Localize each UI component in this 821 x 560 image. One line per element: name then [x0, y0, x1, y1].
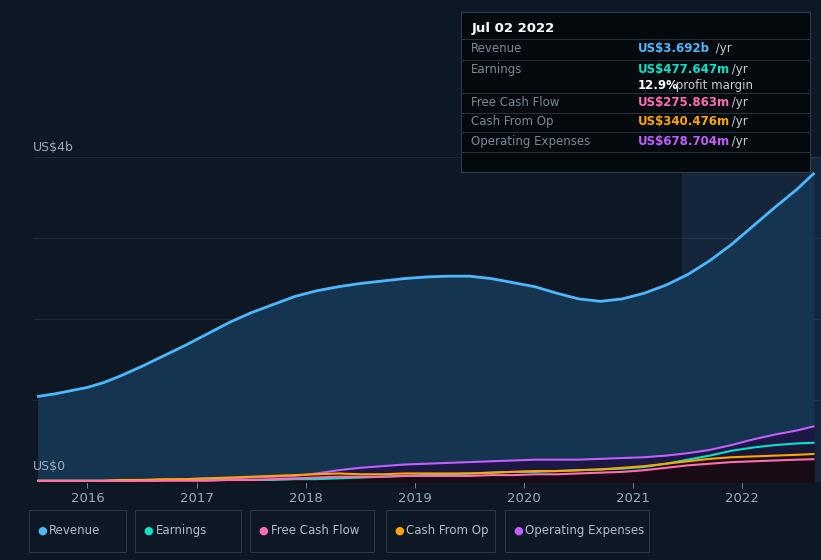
Text: /yr: /yr	[728, 115, 748, 128]
Text: Revenue: Revenue	[49, 524, 101, 537]
Text: Cash From Op: Cash From Op	[406, 524, 488, 537]
Text: profit margin: profit margin	[672, 79, 754, 92]
Text: /yr: /yr	[728, 96, 748, 109]
Text: US$340.476m: US$340.476m	[638, 115, 730, 128]
Text: Earnings: Earnings	[471, 63, 523, 76]
Text: ●: ●	[513, 526, 523, 535]
Text: Operating Expenses: Operating Expenses	[525, 524, 644, 537]
Text: 12.9%: 12.9%	[638, 79, 679, 92]
Text: Cash From Op: Cash From Op	[471, 115, 553, 128]
Text: Free Cash Flow: Free Cash Flow	[471, 96, 560, 109]
Text: /yr: /yr	[728, 135, 748, 148]
Text: Free Cash Flow: Free Cash Flow	[271, 524, 360, 537]
Text: Operating Expenses: Operating Expenses	[471, 135, 590, 148]
Text: Revenue: Revenue	[471, 42, 523, 55]
Text: US$275.863m: US$275.863m	[638, 96, 730, 109]
Bar	[682, 157, 821, 482]
Text: US$3.692b: US$3.692b	[638, 42, 710, 55]
Text: /yr: /yr	[728, 63, 748, 76]
Text: US$0: US$0	[33, 460, 66, 473]
Text: ●: ●	[144, 526, 154, 535]
Text: /yr: /yr	[712, 42, 732, 55]
Text: Earnings: Earnings	[156, 524, 208, 537]
Text: ●: ●	[37, 526, 47, 535]
Text: US$4b: US$4b	[33, 141, 74, 154]
Text: Jul 02 2022: Jul 02 2022	[471, 22, 554, 35]
Text: ●: ●	[394, 526, 404, 535]
Text: US$477.647m: US$477.647m	[638, 63, 730, 76]
Text: ●: ●	[259, 526, 268, 535]
Text: US$678.704m: US$678.704m	[638, 135, 730, 148]
